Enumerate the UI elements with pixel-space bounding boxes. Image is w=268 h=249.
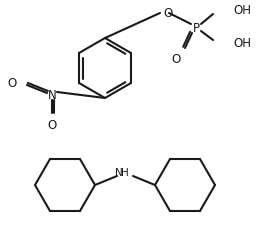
Text: O: O [47, 119, 57, 131]
Text: N: N [115, 168, 123, 178]
Text: N: N [48, 88, 56, 102]
Text: OH: OH [233, 37, 251, 50]
Text: O: O [171, 53, 181, 65]
Text: O: O [8, 76, 17, 89]
Text: OH: OH [233, 3, 251, 16]
Text: H: H [121, 168, 129, 178]
Text: O: O [163, 6, 172, 19]
Text: P: P [192, 21, 199, 35]
